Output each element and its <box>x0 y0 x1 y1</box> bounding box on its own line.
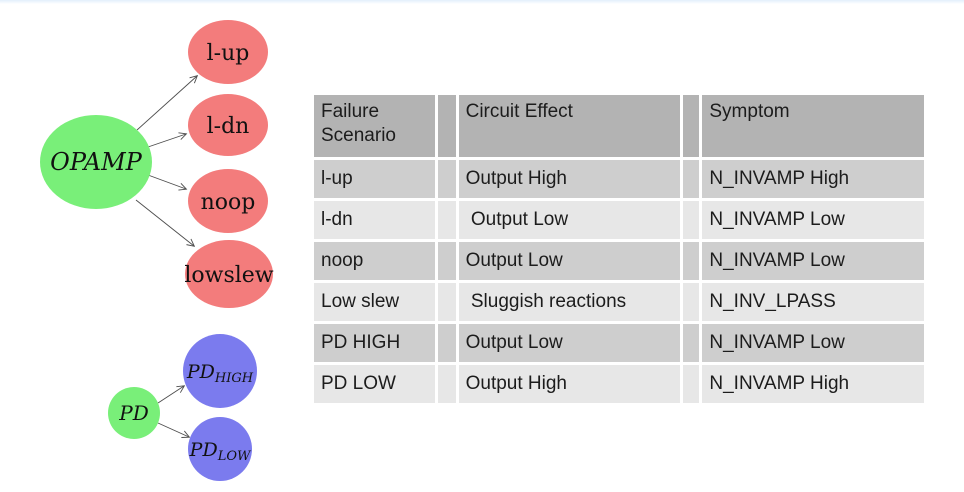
cell-scenario: noop <box>314 242 436 280</box>
l-dn-label: l-dn <box>207 114 250 139</box>
node-l-dn: l-dn <box>188 94 268 156</box>
cell-scenario: PD LOW <box>314 365 436 403</box>
opamp-label: OPAMP <box>50 148 143 176</box>
table-row: PD HIGH Output Low N_INVAMP Low <box>314 324 924 362</box>
header-spacer-1 <box>438 95 456 157</box>
cell-effect: Sluggish reactions <box>458 283 681 321</box>
cell-spacer <box>438 324 456 362</box>
pd-high-label-sub: HIGH <box>214 371 254 386</box>
edge-opamp-ldn <box>147 134 186 148</box>
cell-scenario: Low slew <box>314 283 436 321</box>
cell-symptom: N_INVAMP High <box>702 365 924 403</box>
cell-spacer <box>683 365 700 403</box>
cell-effect: Output Low <box>458 324 681 362</box>
node-noop: noop <box>188 169 268 233</box>
fault-tree-diagram: OPAMP l-up l-dn noop lowslew PD PDHIGH <box>40 20 274 481</box>
edge-opamp-lowslew <box>135 199 194 246</box>
l-up-label: l-up <box>207 41 250 66</box>
pd-edges <box>157 386 189 437</box>
cell-spacer <box>438 365 456 403</box>
pd-low-label-main: PD <box>189 439 218 461</box>
cell-spacer <box>438 160 456 198</box>
cell-spacer <box>438 201 456 239</box>
cell-effect: Output Low <box>458 201 681 239</box>
cell-symptom: N_INVAMP High <box>702 160 924 198</box>
cell-spacer <box>683 201 700 239</box>
cell-spacer <box>683 324 700 362</box>
pd-high-label: PDHIGH <box>186 361 254 386</box>
pd-low-label: PDLOW <box>189 439 252 464</box>
edge-opamp-lup <box>136 76 197 131</box>
table-row: noop Output Low N_INVAMP Low <box>314 242 924 280</box>
pd-high-label-main: PD <box>186 361 215 383</box>
pd-node: PD <box>108 387 160 439</box>
cell-symptom: N_INVAMP Low <box>702 201 924 239</box>
edge-opamp-noop <box>147 174 186 189</box>
header-spacer-2 <box>683 95 700 157</box>
cell-symptom: N_INV_LPASS <box>702 283 924 321</box>
header-failure-scenario: Failure Scenario <box>314 95 436 157</box>
node-pd-high: PDHIGH <box>183 334 257 408</box>
cell-spacer <box>683 283 700 321</box>
cell-spacer <box>438 283 456 321</box>
edge-pd-pdhigh <box>157 386 184 404</box>
cell-spacer <box>683 242 700 280</box>
node-lowslew: lowslew <box>184 240 274 308</box>
noop-ellipse <box>188 169 268 233</box>
cell-scenario: l-dn <box>314 201 436 239</box>
cell-spacer <box>683 160 700 198</box>
pd-low-circle <box>188 417 252 481</box>
cell-symptom: N_INVAMP Low <box>702 324 924 362</box>
opamp-ellipse <box>40 115 152 209</box>
table-header-row: Failure Scenario Circuit Effect Symptom <box>314 95 924 157</box>
header-circuit-effect: Circuit Effect <box>458 95 681 157</box>
lowslew-label: lowslew <box>184 263 273 288</box>
top-edge-highlight <box>0 0 964 4</box>
opamp-node: OPAMP <box>40 115 152 209</box>
table-row: Low slew Sluggish reactions N_INV_LPASS <box>314 283 924 321</box>
failure-scenario-table: Failure Scenario Circuit Effect Symptom … <box>311 92 927 406</box>
cell-effect: Output Low <box>458 242 681 280</box>
node-l-up: l-up <box>188 20 268 84</box>
l-up-ellipse <box>188 20 268 84</box>
opamp-edges <box>135 76 197 246</box>
l-dn-ellipse <box>188 94 268 156</box>
noop-label: noop <box>201 190 256 215</box>
table-row: l-dn Output Low N_INVAMP Low <box>314 201 924 239</box>
lowslew-ellipse <box>185 240 273 308</box>
cell-symptom: N_INVAMP Low <box>702 242 924 280</box>
cell-scenario: PD HIGH <box>314 324 436 362</box>
pd-low-label-sub: LOW <box>217 449 252 464</box>
node-pd-low: PDLOW <box>188 417 252 481</box>
cell-effect: Output High <box>458 160 681 198</box>
cell-effect: Output High <box>458 365 681 403</box>
cell-scenario: l-up <box>314 160 436 198</box>
header-symptom: Symptom <box>702 95 924 157</box>
table-row: PD LOW Output High N_INVAMP High <box>314 365 924 403</box>
cell-spacer <box>438 242 456 280</box>
pd-label: PD <box>118 401 149 425</box>
pd-high-circle <box>183 334 257 408</box>
pd-circle <box>108 387 160 439</box>
edge-pd-pdlow <box>157 422 189 437</box>
table-row: l-up Output High N_INVAMP High <box>314 160 924 198</box>
